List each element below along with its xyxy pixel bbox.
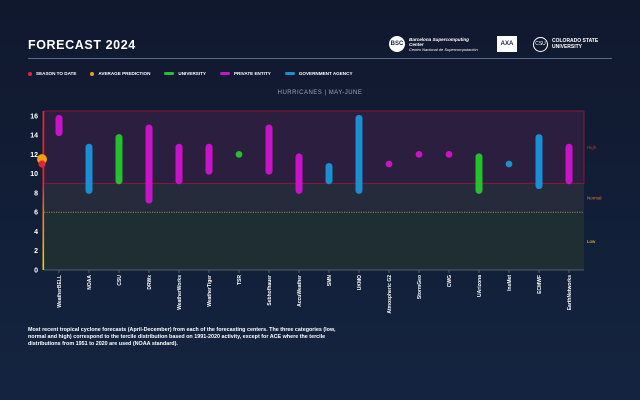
- legend-swatch: [284, 72, 295, 75]
- legend-item-university: UNIVERSITY: [164, 71, 206, 76]
- y-tick-label: 4: [34, 229, 38, 236]
- legend-swatch: [164, 72, 175, 75]
- x-tick-label: SMN: [327, 275, 333, 287]
- forecast-range-bar: [175, 143, 183, 185]
- x-tick-label: InsMet: [507, 275, 513, 291]
- legend-item-private-entity: PRIVATE ENTITY: [219, 71, 271, 76]
- y-axis-line: [42, 111, 45, 270]
- x-tick-label: ECMWF: [537, 275, 543, 294]
- x-tick-label: CWG: [447, 275, 453, 287]
- chart-footnote: Most recent tropical cyclone forecasts (…: [28, 327, 336, 347]
- bsc-logo-mark: BSC: [389, 36, 405, 52]
- bsc-logo-subtitle: Centro Nacional de Supercomputación: [409, 46, 478, 52]
- forecast-point: [415, 150, 423, 158]
- tercile-label-normal: Normal: [587, 196, 602, 201]
- forecast-range-bar: [55, 114, 63, 137]
- forecast-point: [385, 160, 393, 168]
- tercile-label-low: Low: [587, 239, 596, 244]
- forecast-range-bar: [145, 124, 153, 204]
- x-tick-label: EarthNetworks: [567, 275, 573, 311]
- x-tick-label: DRWx: [147, 275, 153, 290]
- forecast-point: [505, 160, 513, 168]
- x-tick-label: NOAA: [87, 275, 93, 290]
- legend-label: GOVERNMENT AGENCY: [298, 71, 353, 76]
- legend-label: UNIVERSITY: [178, 71, 206, 76]
- forecast-point: [445, 150, 453, 158]
- x-tick-label: StormGeo: [417, 275, 423, 299]
- x-tick-label: WeatherBELL: [57, 275, 63, 308]
- x-tick-label: WeatherWorks: [177, 275, 183, 310]
- forecast-range-bar: [535, 134, 543, 190]
- chart-legend: SEASON TO DATE AVERAGE PREDICTION UNIVERSI…: [28, 71, 353, 76]
- legend-item-season-to-date: SEASON TO DATE: [28, 71, 76, 76]
- y-tick-label: 8: [34, 190, 38, 197]
- x-tick-label: UArizona: [477, 275, 483, 297]
- season-to-date-marker: [38, 160, 46, 168]
- y-tick-label: 10: [30, 171, 38, 178]
- x-tick-label: WeatherTiger: [207, 275, 213, 307]
- x-tick-label: Atmospheric G2: [387, 275, 393, 314]
- legend-label: SEASON TO DATE: [36, 71, 77, 76]
- tercile-band-normal: [44, 183, 584, 213]
- forecast-range-bar: [295, 153, 303, 194]
- x-tick-label: UKMO: [357, 275, 363, 290]
- y-tick-label: 16: [30, 113, 38, 120]
- bsc-logo: BSC Barcelona Supercomputing Center Cent…: [389, 36, 481, 52]
- forecast-point: [235, 150, 243, 158]
- x-tick-label: AccuWeather: [297, 275, 303, 307]
- tercile-label-high: High: [587, 145, 597, 150]
- bsc-logo-name: Barcelona Supercomputing Center: [409, 36, 469, 47]
- legend-item-government-agency: GOVERNMENT AGENCY: [284, 71, 353, 76]
- forecast-range-bar: [115, 134, 123, 185]
- forecast-range-bar: [265, 124, 273, 175]
- csu-seal-icon: CSU: [533, 36, 548, 52]
- legend-label: PRIVATE ENTITY: [233, 71, 271, 76]
- axa-logo: AXA: [497, 36, 517, 52]
- y-tick-label: 14: [30, 133, 38, 140]
- csu-logo: CSU COLORADO STATE UNIVERSITY: [533, 36, 610, 52]
- y-tick-label: 12: [30, 152, 38, 159]
- x-tick-label: TSR: [237, 275, 243, 285]
- y-tick-label: 0: [34, 268, 38, 275]
- y-tick-label: 2: [34, 248, 38, 255]
- legend-label: AVERAGE PREDICTION: [98, 71, 151, 76]
- legend-swatch: [90, 71, 95, 76]
- y-tick-label: 6: [34, 210, 38, 217]
- tercile-band-low: [44, 212, 584, 270]
- forecast-range-bar: [205, 143, 213, 175]
- forecast-range-bar: [85, 143, 93, 194]
- header-divider: [28, 58, 612, 59]
- partner-logos: BSC Barcelona Supercomputing Center Cent…: [389, 36, 610, 52]
- x-tick-label: Sebhofhauer: [267, 275, 273, 306]
- csu-logo-text: COLORADO STATE UNIVERSITY: [552, 38, 599, 50]
- legend-swatch: [219, 72, 230, 75]
- legend-item-average-prediction: AVERAGE PREDICTION: [90, 71, 150, 76]
- chart-subtitle: HURRICANES | MAY-JUNE: [277, 90, 363, 96]
- forecast-range-bar: [565, 143, 573, 185]
- forecast-range-bar: [325, 163, 333, 185]
- forecast-range-bar: [355, 114, 363, 194]
- page-title: FORECAST 2024: [28, 38, 136, 52]
- legend-swatch: [28, 71, 32, 76]
- forecast-range-bar: [475, 153, 483, 194]
- tercile-band-high: [44, 111, 584, 184]
- x-tick-label: CSU: [117, 275, 123, 286]
- bsc-logo-text: Barcelona Supercomputing Center Centro N…: [409, 37, 481, 52]
